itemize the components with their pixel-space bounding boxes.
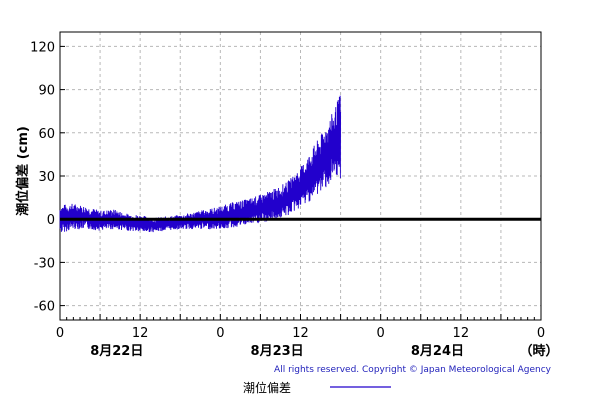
x-axis-unit-label: （時） (519, 343, 558, 359)
y-tick-label: 30 (38, 170, 55, 185)
date-labels: 8月22日 8月23日 8月24日 (90, 344, 464, 359)
x-axis-ticks: 0 12 0 12 0 12 0 (56, 314, 545, 341)
date-label: 8月23日 (251, 344, 304, 359)
y-axis-label: 潮位偏差 (cm) (15, 126, 31, 216)
legend: 潮位偏差 (243, 380, 391, 395)
y-tick-label: -30 (34, 256, 55, 271)
x-tick-label: 12 (292, 326, 309, 341)
date-label: 8月22日 (90, 344, 143, 359)
copyright-notice: All rights reserved. Copyright © Japan M… (274, 365, 552, 375)
date-label: 8月24日 (411, 344, 464, 359)
y-axis-ticks: -60 -30 0 30 60 90 120 (30, 40, 65, 315)
x-tick-label: 0 (56, 326, 64, 341)
x-tick-label: 0 (537, 326, 545, 341)
y-tick-label: 120 (30, 40, 55, 55)
legend-label: 潮位偏差 (243, 380, 291, 395)
y-tick-label: 0 (47, 213, 55, 228)
series-layer (59, 95, 541, 233)
y-tick-label: 60 (38, 127, 55, 142)
x-tick-label: 0 (377, 326, 385, 341)
y-tick-label: 90 (38, 84, 55, 99)
series-line-tide-deviation (59, 95, 342, 233)
x-tick-label: 12 (132, 326, 149, 341)
x-tick-label: 12 (453, 326, 470, 341)
y-tick-label: -60 (34, 300, 55, 315)
x-tick-label: 0 (216, 326, 224, 341)
